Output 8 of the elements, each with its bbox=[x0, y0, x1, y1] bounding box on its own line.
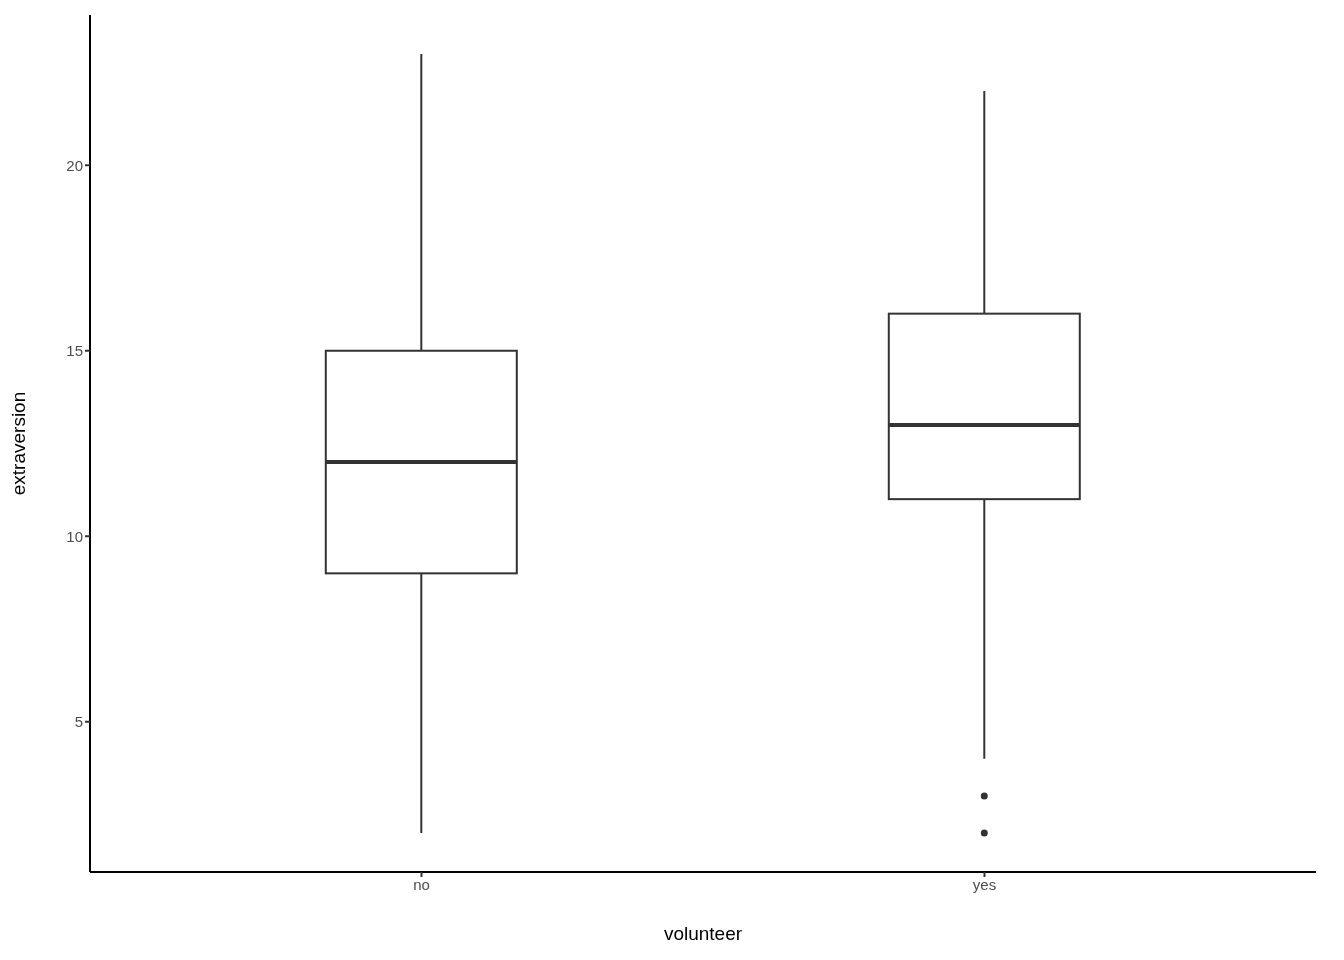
y-tick-label: 15 bbox=[66, 342, 83, 360]
y-tick-label: 10 bbox=[66, 527, 83, 545]
y-axis-title: extraversion bbox=[7, 391, 29, 496]
y-tick-label: 5 bbox=[74, 713, 83, 731]
x-tick-label: no bbox=[413, 875, 430, 893]
x-axis-title: volunteer bbox=[663, 923, 743, 944]
y-tick-label: 20 bbox=[66, 156, 83, 174]
x-tick-label: yes bbox=[972, 875, 997, 893]
